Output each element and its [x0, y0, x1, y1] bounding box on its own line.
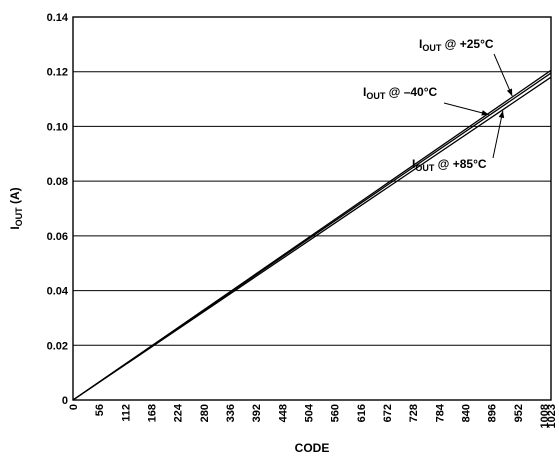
y-tick-label: 0.14	[47, 12, 69, 24]
x-tick-label: 392	[251, 404, 263, 422]
x-tick-label: 1008	[539, 404, 551, 428]
x-tick-label: 168	[146, 404, 158, 422]
grid	[73, 71, 551, 346]
y-tick-label: 0.10	[47, 121, 68, 133]
x-tick-label: 896	[487, 404, 499, 422]
plot-border	[72, 16, 552, 401]
annotation-label-2: IOUT @ +85°C	[412, 157, 487, 173]
annotation-arrowhead-0	[506, 88, 513, 97]
x-tick-label: 504	[303, 403, 315, 422]
y-tick-label: 0.06	[47, 231, 68, 243]
plot-frame	[72, 16, 552, 401]
y-tick-label: 0.12	[47, 67, 68, 79]
annotations: IOUT @ +25°C IOUT @ –40°C IOUT @ +85°C	[363, 37, 513, 173]
x-axis-title: CODE	[295, 441, 330, 455]
x-tick-label: 112	[120, 404, 132, 422]
x-tick-label: 672	[382, 404, 394, 422]
annotation-arrow-1	[443, 102, 489, 116]
x-tick-label: 280	[199, 404, 211, 422]
x-tick-label: 56	[94, 404, 106, 416]
annotation-label-1: IOUT @ –40°C	[363, 85, 438, 101]
x-tick-label: 728	[408, 404, 420, 422]
axis-titles: CODE IOUT (A)	[8, 187, 329, 455]
series-line-2	[72, 76, 552, 401]
x-tick-label: 840	[460, 404, 472, 422]
x-tick-label: 0	[68, 404, 80, 410]
y-tick-label: 0.02	[47, 340, 68, 352]
y-tick-label: 0.08	[47, 176, 68, 188]
x-tick-label: 616	[356, 404, 368, 422]
annotation-arrow-0	[493, 53, 513, 97]
x-tick-label: 784	[434, 403, 446, 422]
annotation-arrowhead-1	[481, 110, 489, 116]
x-tick-label: 224	[173, 403, 185, 422]
series	[72, 69, 552, 401]
annotation-arrow-2	[492, 110, 504, 159]
y-tick-label: 0.04	[47, 286, 69, 298]
x-tick-label: 560	[330, 404, 342, 422]
y-tick-label: 0	[62, 395, 68, 407]
y-axis-title: IOUT (A)	[8, 187, 24, 229]
x-tick-label: 1023	[546, 404, 558, 428]
annotation-label-0: IOUT @ +25°C	[419, 37, 494, 53]
x-tick-label: 952	[513, 404, 525, 422]
y-axis-ticks: 0 0.02 0.04 0.06 0.08 0.10 0.12 0.14	[47, 12, 69, 407]
x-tick-label: 448	[277, 404, 289, 422]
x-axis-ticks: 0 56 112 168 224 280 336 392 448 504 560 616 672 728 7…	[68, 403, 558, 428]
x-tick-label: 336	[225, 404, 237, 422]
annotation-arrowhead-2	[498, 110, 505, 119]
